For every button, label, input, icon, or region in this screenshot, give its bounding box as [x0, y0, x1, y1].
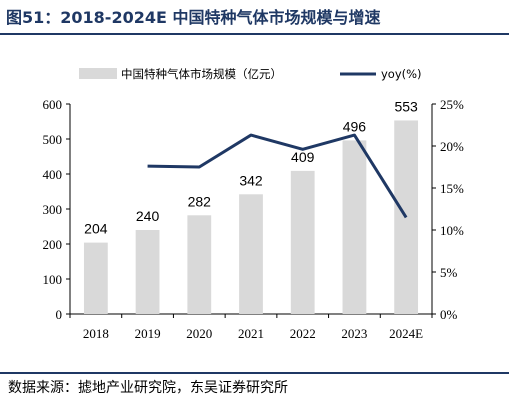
bar: [187, 215, 212, 314]
x-tick-label: 2024E: [389, 326, 423, 341]
bar-value-label: 240: [136, 208, 160, 224]
x-tick-label: 2021: [238, 326, 264, 341]
bar: [239, 194, 263, 314]
figure-title: 图51：2018-2024E 中国特种气体市场规模与增速: [6, 8, 381, 27]
y-left-tick-label: 0: [56, 307, 63, 322]
bar: [135, 230, 160, 314]
y-left-tick-label: 600: [43, 97, 63, 112]
yoy-series-line: [147, 133, 408, 219]
x-tick-label: 2019: [135, 326, 161, 341]
source-note: 数据来源：摅地产业研究院，东吴证券研究所: [8, 380, 288, 396]
data-labels: 204 240 282 342 409 496 553: [84, 98, 418, 236]
x-tick-label: 2020: [186, 326, 212, 341]
bar-value-label: 204: [84, 221, 108, 237]
chart: 中国特种气体市场规模（亿元） yoy(%) 0 100 200 300 400 500 60…: [43, 67, 465, 341]
axes: 0 100 200 300 400 500 600 0% 5% 10% 15% 20% 25% 2018 2…: [43, 97, 465, 341]
y-right-tick-label: 25%: [440, 97, 464, 112]
title-rule: [0, 33, 509, 35]
y-left-tick-label: 200: [43, 237, 63, 252]
bar: [290, 170, 315, 314]
bars: [83, 120, 419, 314]
legend-line-label: yoy(%): [381, 67, 422, 81]
y-right-tick-label: 0%: [440, 307, 458, 322]
source-rule: [0, 372, 509, 374]
x-tick-label: 2023: [341, 326, 367, 341]
y-left-tick-label: 500: [43, 132, 63, 147]
legend-bar-swatch: [79, 68, 117, 79]
y-right-tick-label: 5%: [440, 265, 458, 280]
legend-bar-label: 中国特种气体市场规模（亿元）: [121, 67, 282, 81]
bar-value-label: 409: [291, 149, 315, 165]
y-left-tick-label: 400: [43, 167, 63, 182]
yoy-line: [147, 133, 408, 219]
x-tick-label: 2018: [83, 326, 109, 341]
y-right-tick-label: 10%: [440, 223, 464, 238]
x-tick-label: 2022: [290, 326, 316, 341]
bar-value-label: 553: [394, 98, 418, 114]
bar-value-label: 342: [239, 172, 263, 188]
bar: [83, 242, 108, 314]
y-right-tick-label: 20%: [440, 139, 464, 154]
bar: [342, 140, 367, 314]
legend: 中国特种气体市场规模（亿元） yoy(%): [79, 67, 422, 81]
y-right-tick-label: 15%: [440, 181, 464, 196]
bar-value-label: 282: [188, 193, 212, 209]
y-left-tick-label: 300: [43, 202, 63, 217]
y-left-tick-label: 100: [43, 272, 63, 287]
bar-value-label: 496: [343, 118, 367, 134]
